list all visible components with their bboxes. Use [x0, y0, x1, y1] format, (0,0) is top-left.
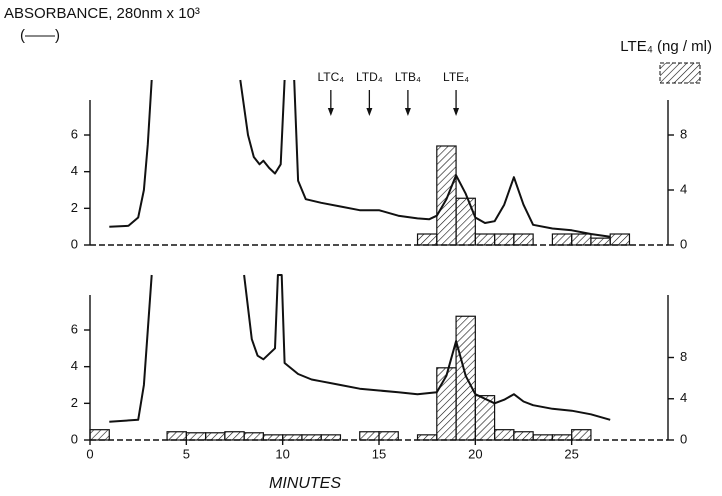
bar	[455, 315, 476, 441]
bar	[474, 233, 496, 246]
y-axis-title: ABSORBANCE, 280nm x 10³	[4, 5, 200, 22]
annotation-arrowhead	[327, 108, 334, 116]
bar	[243, 432, 264, 441]
bar	[609, 233, 631, 246]
bar	[320, 434, 342, 441]
x-tick-label: 25	[564, 446, 578, 461]
x-tick-label: 5	[183, 446, 190, 461]
y2-tick-label: 8	[680, 126, 687, 141]
x-tick-label: 10	[275, 446, 289, 461]
bar	[89, 429, 110, 441]
y-tick-label: 2	[71, 395, 78, 410]
annotation-label: LTD₄	[356, 70, 383, 84]
annotation-label: LTB₄	[395, 70, 421, 84]
y2-tick-label: 4	[680, 181, 687, 196]
y2-tick-label: 0	[680, 431, 687, 446]
annotation-arrowhead	[366, 108, 373, 116]
bar	[513, 233, 534, 246]
x-tick-label: 0	[86, 446, 93, 461]
annotation-label: LTC₄	[317, 70, 344, 84]
bar	[185, 432, 207, 441]
y-tick-label: 0	[71, 431, 78, 446]
bar	[474, 395, 496, 441]
bar	[378, 431, 399, 441]
bar	[166, 431, 187, 441]
bar	[494, 233, 515, 246]
y-tick-label: 4	[71, 358, 78, 373]
y-tick-label: 0	[71, 236, 78, 251]
x-tick-label: 20	[468, 446, 482, 461]
bar	[494, 429, 515, 441]
bar	[571, 233, 592, 246]
y-tick-label: 2	[71, 200, 78, 215]
bar	[205, 432, 226, 441]
x-tick-label: 15	[372, 446, 386, 461]
y2-tick-label: 4	[680, 390, 687, 405]
y-tick-label: 6	[71, 321, 78, 336]
absorbance-line	[109, 79, 611, 238]
bar	[436, 145, 457, 246]
y-tick-label: 4	[71, 163, 78, 178]
y2-axis-title: LTE₄ (ng / ml)	[620, 38, 712, 55]
bar	[571, 429, 592, 441]
annotation-arrowhead	[404, 108, 411, 116]
y-tick-label: 6	[71, 126, 78, 141]
y2-tick-label: 8	[680, 349, 687, 364]
bar	[224, 431, 245, 441]
annotation-label: LTE₄	[443, 70, 469, 84]
bar	[551, 233, 573, 246]
bar	[455, 197, 476, 246]
bar	[416, 233, 438, 246]
y2-legend-swatch	[659, 62, 701, 84]
y2-tick-label: 0	[680, 236, 687, 251]
bar	[513, 431, 534, 441]
x-axis-title: MINUTES	[269, 475, 341, 492]
absorbance-line	[109, 274, 611, 423]
bar	[590, 237, 611, 246]
annotation-arrowhead	[453, 108, 460, 116]
bar	[436, 367, 457, 441]
y-legend: (——)	[20, 27, 60, 44]
bar	[359, 431, 380, 441]
